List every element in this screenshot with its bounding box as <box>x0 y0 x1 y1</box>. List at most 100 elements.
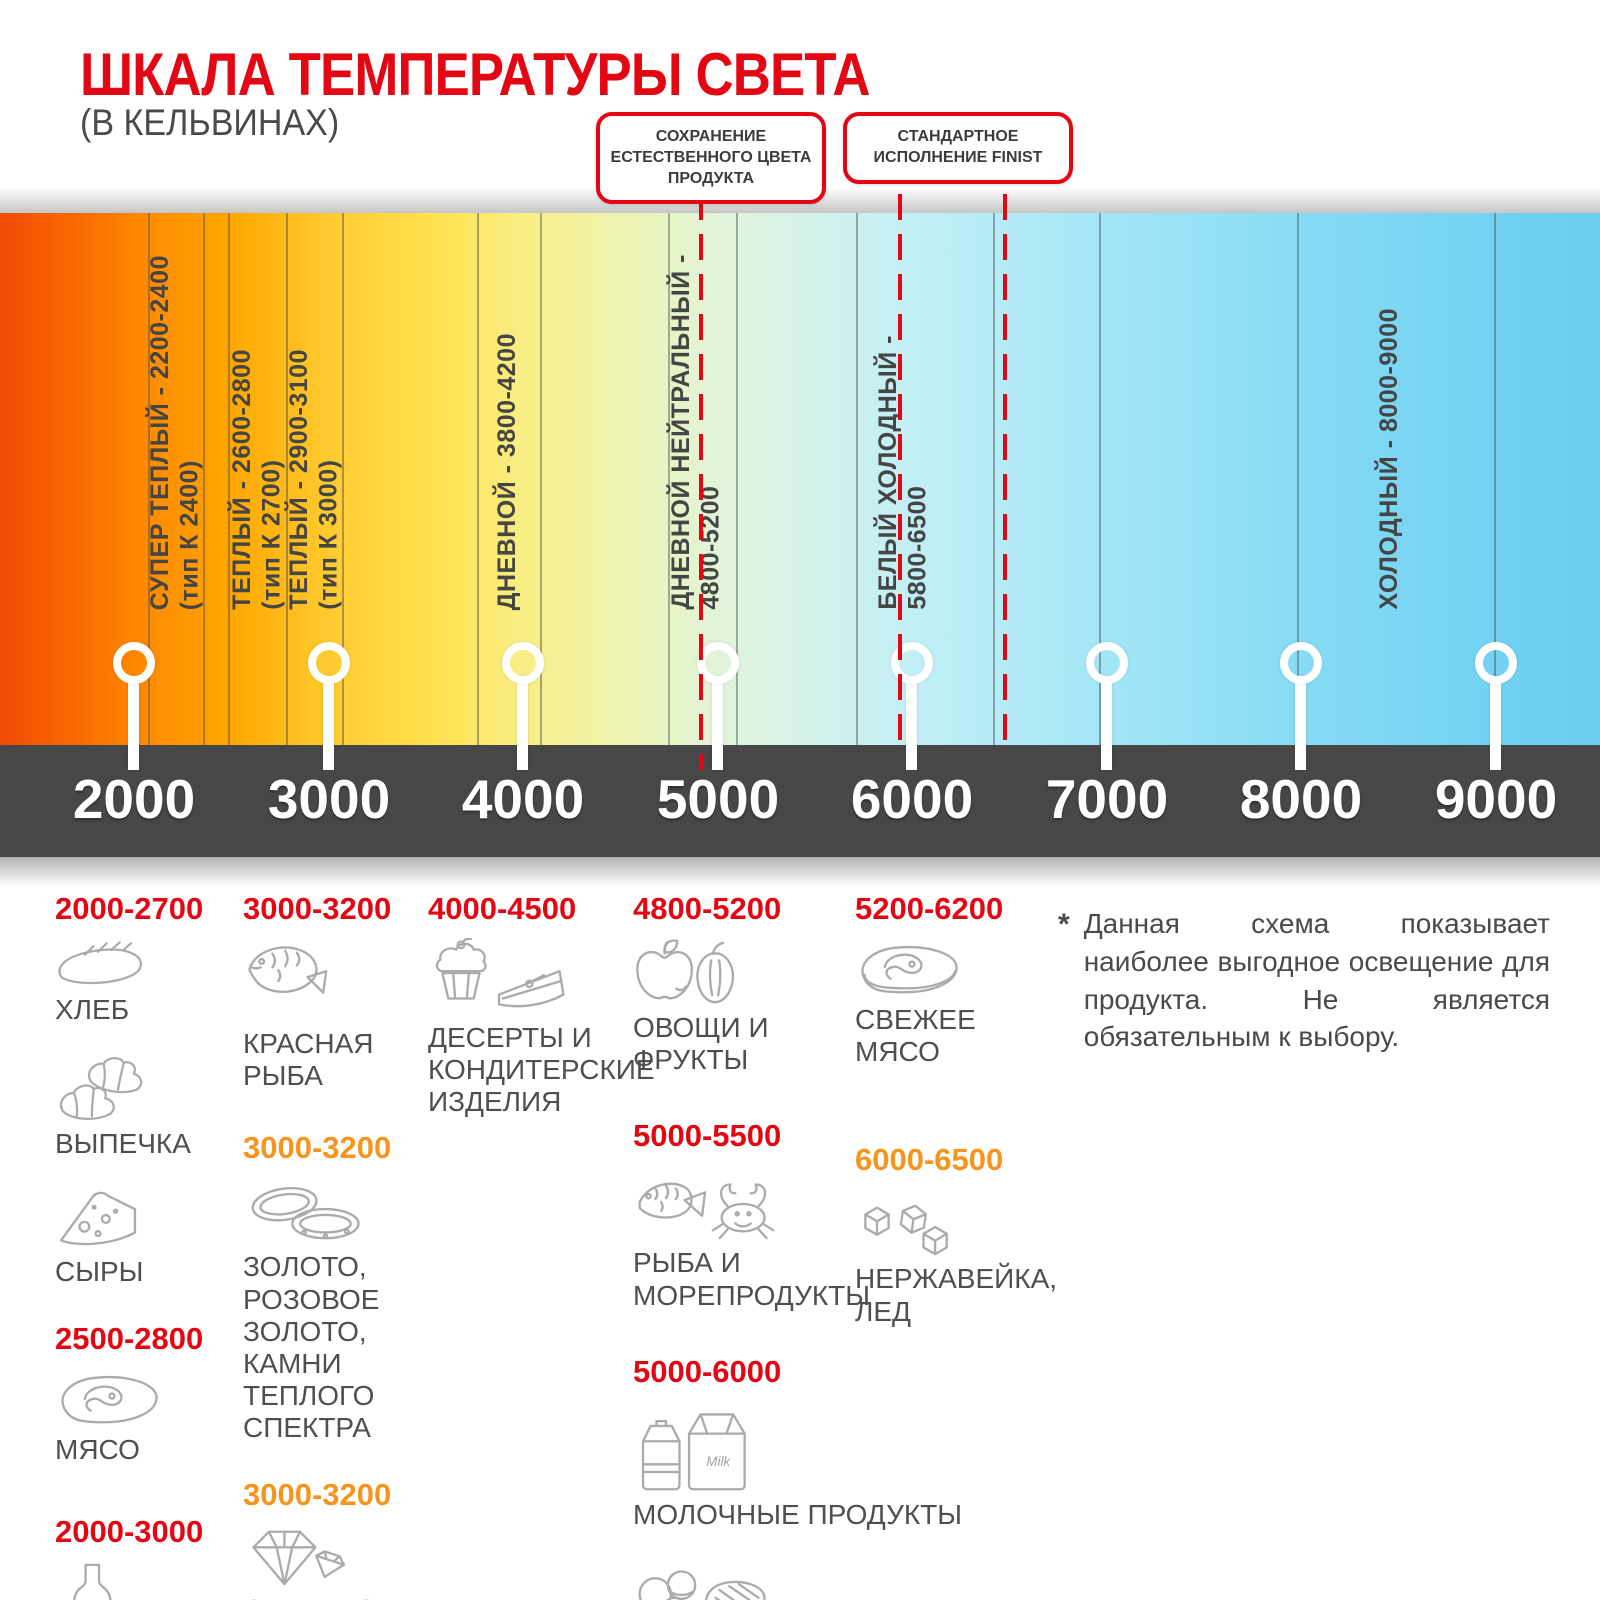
dashed-line-natural-color <box>699 194 703 770</box>
ice-icon <box>864 1205 948 1256</box>
scale-marker-stem <box>128 676 139 770</box>
footnote: * Данная схема показывает наиболее выгод… <box>1058 905 1550 1056</box>
dashed-line-finist-6500 <box>1003 194 1007 745</box>
page-subtitle: (В КЕЛЬВИНАХ) <box>80 102 340 143</box>
product-label: КРАСНАЯ РЫБА <box>243 1028 374 1092</box>
zone-boundary-line <box>286 213 288 745</box>
axis-tick-5000: 5000 <box>656 768 780 830</box>
scale-marker-6000 <box>891 642 933 684</box>
scale-marker-stem <box>517 676 528 770</box>
product-label: СЕРЕБРО И БРИЛЛИАНТЫ <box>243 1594 438 1600</box>
frozen-food-icon <box>638 1570 766 1600</box>
range-header: 4800-5200 <box>633 891 782 926</box>
zone-boundary-line <box>993 213 995 745</box>
temperature-gradient-bar: СУПЕР ТЕПЛЫЙ - 2200-2400 (тип К 2400) ТЕ… <box>0 213 1600 745</box>
scale-marker-stem <box>712 676 723 770</box>
scale-marker-2000 <box>113 642 155 684</box>
zone-boundary-line <box>203 213 205 745</box>
product-label: ОВОЩИ И ФРУКТЫ <box>633 1012 769 1076</box>
axis-tick-9000: 9000 <box>1434 768 1558 830</box>
axis-tick-4000: 4000 <box>461 768 585 830</box>
zone-label-warm-3000: ТЕПЛЫЙ - 2900-3100 (тип К 3000) <box>285 349 343 610</box>
zone-boundary-line <box>1494 213 1496 745</box>
range-header: 5000-5500 <box>633 1118 782 1154</box>
scale-marker-stem <box>1490 676 1501 770</box>
axis-tick-2000: 2000 <box>72 768 196 830</box>
scale-marker-4000 <box>502 642 544 684</box>
product-label: РЫБА И МОРЕПРОДУКТЫ <box>633 1247 871 1311</box>
axis-tick-8000: 8000 <box>1239 768 1363 830</box>
diamond-icon <box>252 1530 346 1585</box>
zone-label-cool-white: БЕЛЫЙ ХОЛОДНЫЙ - 5800-6500 <box>874 335 932 610</box>
zone-label-warm-2700: ТЕПЛЫЙ - 2600-2800 (тип К 2700) <box>228 349 286 610</box>
product-column-3: 4000-4500 ДЕСЕРТЫ И КОНДИТЕРСКИЕ ИЗДЕЛИЯ <box>428 893 658 1137</box>
zone-boundary-line <box>477 213 479 745</box>
seafood-icon <box>638 1183 775 1240</box>
zone-label-cold: ХОЛОДНЫЙ - 8000-9000 <box>1375 308 1403 610</box>
zone-label-daylight: ДНЕВНОЙ - 3800-4200 <box>493 332 521 610</box>
zone-boundary-line <box>668 213 670 745</box>
zone-boundary-line <box>540 213 542 745</box>
zone-boundary-line <box>228 213 230 745</box>
product-label: СВЕЖЕЕ МЯСО <box>855 1004 976 1068</box>
kelvin-axis-bar <box>0 745 1600 857</box>
zone-label-daylight-neutral: ДНЕВНОЙ НЕЙТРАЛЬНЫЙ - 4800-5200 <box>667 254 725 610</box>
meat-icon <box>61 1375 158 1423</box>
range-header: 5200-6200 <box>855 891 1004 926</box>
scale-marker-stem <box>1101 676 1112 770</box>
scale-marker-stem <box>906 676 917 770</box>
scale-marker-stem <box>323 676 334 770</box>
cheese-icon <box>59 1192 137 1246</box>
scale-marker-9000 <box>1475 642 1517 684</box>
zone-boundary-line <box>856 213 858 745</box>
croissant-icon <box>59 1057 143 1121</box>
scale-marker-8000 <box>1280 642 1322 684</box>
milk-carton-text: Milk <box>706 1454 731 1469</box>
footnote-text: Данная схема показывает наиболее выгодно… <box>1083 908 1550 1053</box>
product-column-4: 4800-5200 ОВОЩИ И ФРУКТЫ 5000-5500 РЫБА … <box>633 893 973 1600</box>
zone-boundary-line <box>736 213 738 745</box>
alcohol-icon <box>73 1563 112 1600</box>
zone-boundary-line <box>1297 213 1299 745</box>
product-column-2: 3000-3200 КРАСНАЯ РЫБА 3000-3200 ЗОЛОТО,… <box>243 893 478 1600</box>
axis-tick-3000: 3000 <box>267 768 391 830</box>
footnote-asterisk: * <box>1058 908 1070 941</box>
zone-label-super-warm: СУПЕР ТЕПЛЫЙ - 2200-2400 (тип К 2400) <box>146 254 204 610</box>
scale-marker-7000 <box>1086 642 1128 684</box>
range-header: 2500-2800 <box>55 1320 204 1356</box>
zone-boundary-line <box>1099 213 1101 745</box>
scale-marker-3000 <box>308 642 350 684</box>
page-title: ШКАЛА ТЕМПЕРАТУРЫ СВЕТА <box>80 41 870 108</box>
product-label: ЗОЛОТО, РОЗОВОЕ ЗОЛОТО, КАМНИ ТЕПЛОГО СП… <box>243 1251 380 1444</box>
range-header: 2000-3000 <box>55 1513 204 1549</box>
scale-marker-stem <box>1295 676 1306 770</box>
fresh-meat-icon <box>861 945 958 994</box>
product-label: ХЛЕБ <box>55 994 130 1025</box>
red-fish-icon <box>248 946 328 994</box>
product-column-5: 5200-6200 СВЕЖЕЕ МЯСО 6000-6500 НЕРЖАВЕЙ… <box>855 893 1070 1346</box>
product-column-1: 2000-2700 ХЛЕБ ВЫПЕЧКА СЫРЫ 2500-2800 <box>55 893 245 1600</box>
callout-finist-standard: СТАНДАРТНОЕ ИСПОЛНЕНИЕ FINIST <box>843 112 1073 184</box>
bread-icon <box>58 941 143 985</box>
range-header: 3000-3200 <box>243 1130 392 1166</box>
range-header: 3000-3200 <box>243 1476 392 1512</box>
dashed-line-finist-6000 <box>898 194 902 745</box>
product-label: СЫРЫ <box>55 1256 144 1288</box>
product-label: МЯСО <box>55 1433 140 1465</box>
range-header: 4000-4500 <box>428 891 577 926</box>
range-header: 6000-6500 <box>855 1142 1004 1178</box>
range-header: 5000-6000 <box>633 1353 782 1389</box>
axis-bottom-shadow <box>0 857 1600 887</box>
product-label: ДЕСЕРТЫ И КОНДИТЕРСКИЕ ИЗДЕЛИЯ <box>428 1022 655 1118</box>
axis-tick-7000: 7000 <box>1045 768 1169 830</box>
scale-marker-5000 <box>697 642 739 684</box>
axis-tick-6000: 6000 <box>850 768 974 830</box>
product-label: ВЫПЕЧКА <box>55 1128 191 1160</box>
callout-natural-color: СОХРАНЕНИЕ ЕСТЕСТВЕННОГО ЦВЕТА ПРОДУКТА <box>596 112 826 205</box>
vegetables-icon <box>636 939 735 1004</box>
dessert-icon <box>435 938 565 1008</box>
product-label: НЕРЖАВЕЙКА, ЛЕД <box>855 1263 1058 1327</box>
product-label: МОЛОЧНЫЕ ПРОДУКТЫ <box>633 1498 963 1530</box>
zone-boundary-line <box>148 213 150 745</box>
